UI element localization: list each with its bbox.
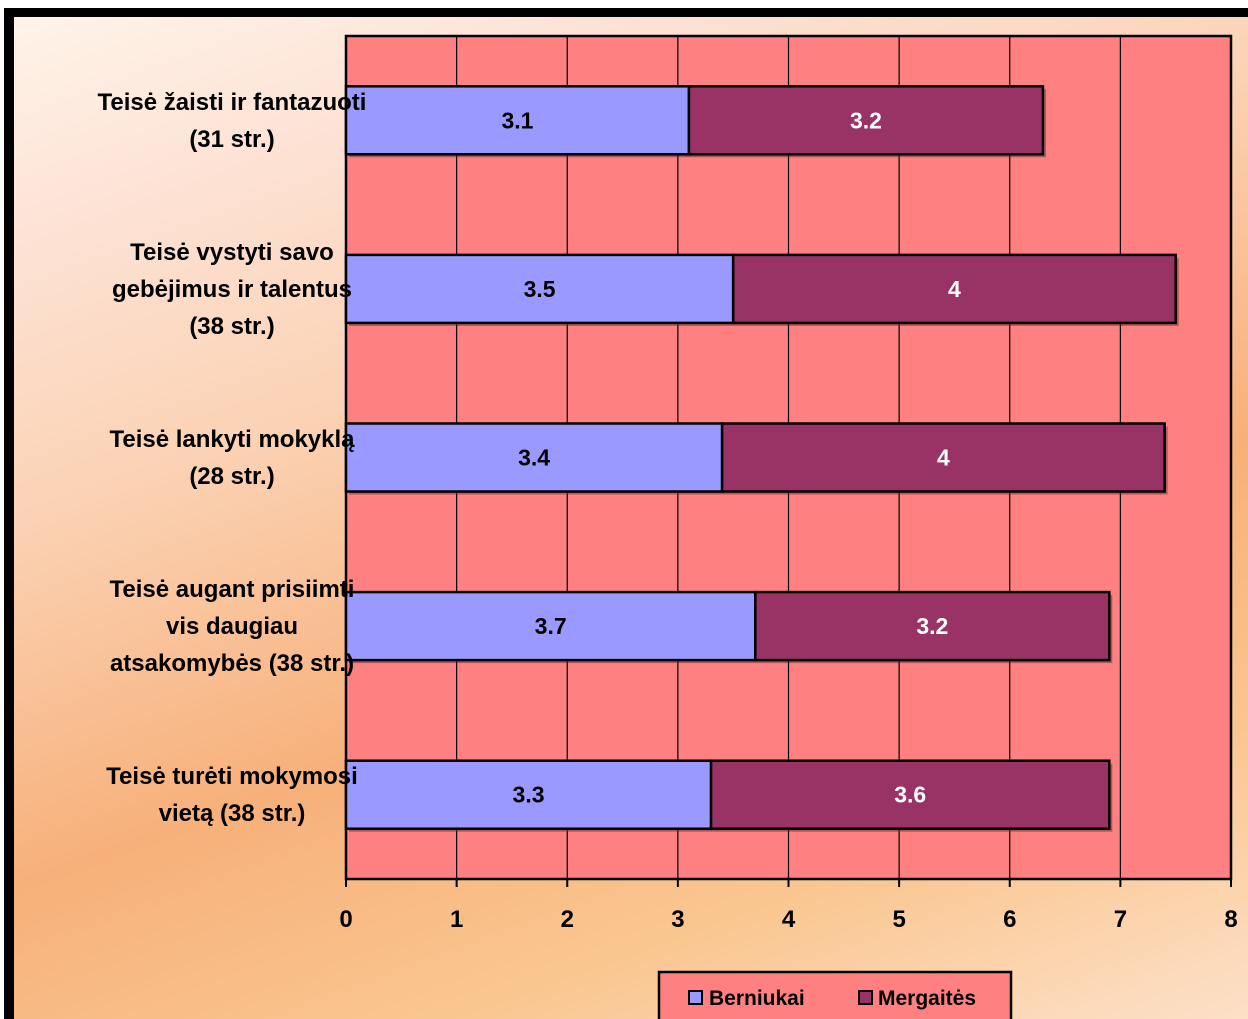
- stacked-bar-chart: 0 1 2 3 4 5 6 7 8 3.1 3.2 Teisė žaisti ir fantazuot…: [98, 34, 1238, 1019]
- category-label: Teisė žaisti ir fantazuoti: [98, 89, 367, 116]
- category-label: vis daugiau: [166, 613, 298, 640]
- data-label: 4: [948, 276, 961, 302]
- x-tick-label: 8: [1224, 906, 1237, 933]
- category-label: vietą (38 str.): [159, 800, 306, 827]
- data-label: 3.5: [524, 276, 556, 302]
- bar-mergaitės: [687, 85, 1045, 156]
- category-label: atsakomybės (38 str.): [110, 650, 354, 677]
- legend-swatch-berniukai: [688, 990, 703, 1005]
- category-label: (38 str.): [189, 313, 274, 340]
- data-label: 3.7: [535, 613, 567, 639]
- bar-mergaitės: [754, 590, 1111, 662]
- x-tick-label: 3: [671, 906, 684, 933]
- x-tick-label: 5: [892, 906, 905, 933]
- legend-swatch-mergaitės: [858, 990, 873, 1005]
- bar-berniukai: [344, 590, 757, 662]
- data-label: 4: [937, 445, 950, 471]
- bar-mergaitės: [709, 759, 1111, 830]
- bar-berniukai: [344, 759, 713, 830]
- category-label: Teisė vystyti savo: [130, 239, 334, 266]
- chart-frame: 0 1 2 3 4 5 6 7 8 3.1 3.2 Teisė žaisti ir fantazuot…: [4, 8, 1248, 1019]
- category-label: (31 str.): [189, 126, 274, 153]
- data-label: 3.1: [501, 107, 533, 133]
- x-tick-label: 1: [450, 906, 463, 933]
- legend-label: Mergaitės: [878, 987, 976, 1010]
- category-label: (28 str.): [189, 463, 274, 490]
- bar-berniukai: [344, 85, 691, 156]
- data-label: 3.6: [894, 782, 926, 808]
- data-label: 3.3: [513, 782, 545, 808]
- bar-berniukai: [344, 253, 735, 325]
- bar-mergaitės: [731, 253, 1177, 325]
- x-tick-label: 2: [561, 906, 574, 933]
- category-label: Teisė lankyti mokyklą: [109, 426, 355, 453]
- legend-label: Berniukai: [709, 987, 805, 1010]
- x-tick-label: 6: [1003, 906, 1016, 933]
- data-label: 3.2: [850, 107, 882, 133]
- category-label: Teisė turėti mokymosi: [106, 763, 358, 790]
- x-tick-label: 7: [1114, 906, 1127, 933]
- x-tick-label: 4: [782, 906, 796, 933]
- category-label: gebėjimus ir talentus: [112, 276, 352, 303]
- data-label: 3.2: [916, 613, 948, 639]
- category-label: Teisė augant prisiimti: [110, 576, 355, 603]
- x-tick-label: 0: [339, 906, 352, 933]
- legend: [657, 970, 1013, 1019]
- bar-mergaitės: [720, 422, 1166, 493]
- data-label: 3.4: [518, 445, 550, 471]
